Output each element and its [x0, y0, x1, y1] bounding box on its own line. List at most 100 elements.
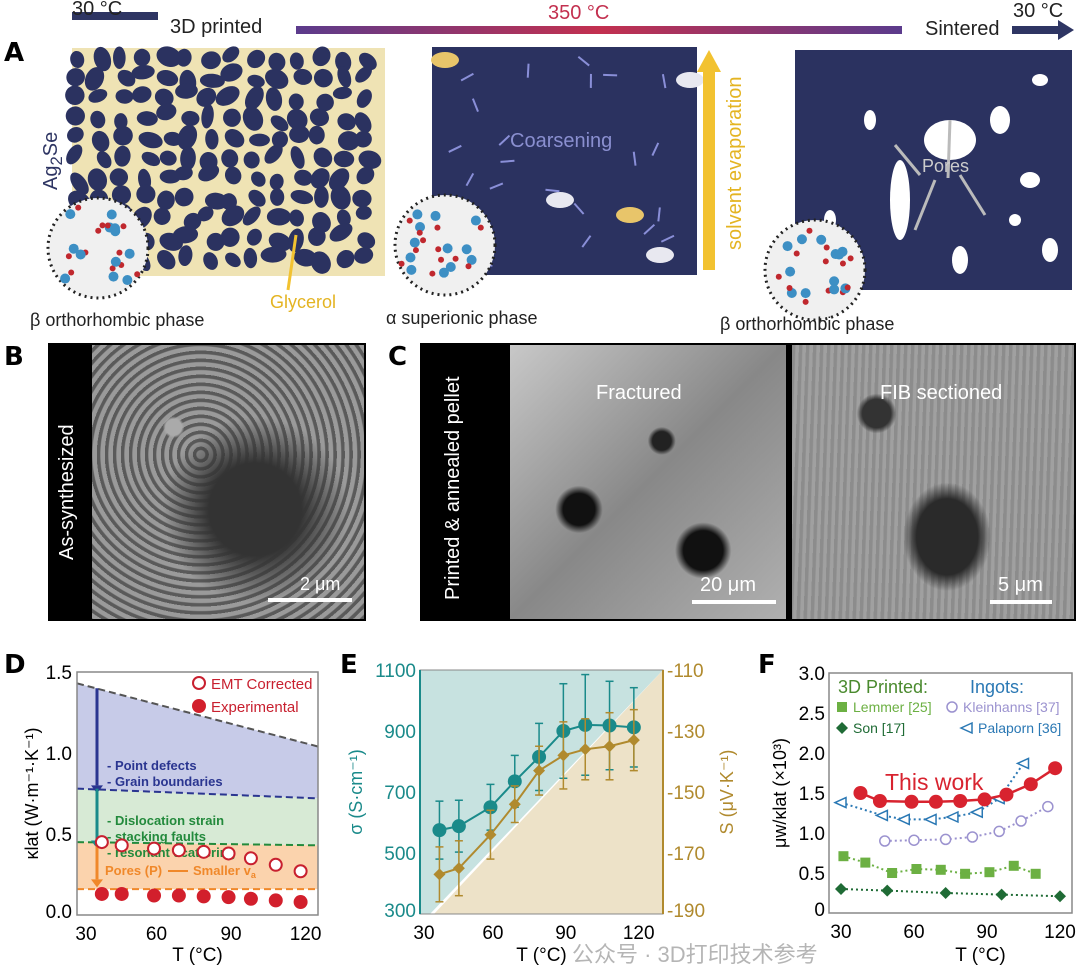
particle [290, 190, 314, 205]
scale-bar-c1 [692, 600, 776, 604]
legend-marker [837, 702, 847, 712]
particle [117, 69, 136, 87]
se-atom [68, 243, 79, 254]
panel-label-d: D [4, 650, 26, 680]
particle [197, 206, 214, 222]
y-tick-label-right: -170 [667, 844, 705, 865]
data-point [860, 857, 871, 868]
data-point [908, 834, 920, 846]
scale-bar-b [268, 598, 352, 602]
y-tick-label: 0.5 [799, 864, 825, 885]
particle [136, 111, 158, 126]
data-point-emt [171, 843, 186, 858]
particle [181, 110, 200, 127]
flow-arrow-icon [643, 223, 656, 235]
annotation: - Grain boundaries [107, 774, 223, 789]
pore [1020, 172, 1040, 188]
coarsening-label: Coarsening [510, 130, 613, 152]
x-tick-label: 90 [976, 922, 997, 943]
data-point [953, 794, 968, 808]
data-point [984, 867, 995, 878]
arrowhead-icon [91, 879, 103, 888]
particle [268, 232, 292, 252]
flow-arrow-icon [661, 74, 667, 89]
x-tick-label: 120 [623, 923, 655, 944]
data-point [432, 823, 447, 838]
particle [114, 145, 131, 167]
y-tick-label-right: -110 [667, 661, 704, 682]
particle [358, 52, 377, 71]
data-point [533, 764, 546, 777]
x-tick-label: 60 [146, 924, 167, 945]
data-point [579, 743, 592, 756]
data-point [603, 740, 616, 753]
particle [294, 169, 313, 186]
sem-image-fib-sectioned [792, 345, 1074, 619]
particle [336, 249, 355, 269]
data-point [1008, 860, 1019, 871]
ag-atom [398, 260, 405, 267]
flow-arrow-icon [489, 182, 504, 190]
se-atom [461, 244, 472, 255]
data-point [557, 749, 570, 762]
particle [289, 125, 310, 143]
particle [114, 113, 128, 130]
particle [180, 146, 196, 171]
data-point [969, 806, 984, 819]
ag-atom [116, 249, 123, 256]
flow-arrow-icon [632, 151, 637, 166]
legend-marker [959, 721, 973, 735]
data-point [872, 794, 887, 808]
particle [201, 104, 214, 129]
scattering-band [77, 788, 318, 846]
particle [286, 108, 308, 130]
watermark: 公众号 · 3D打印技术参考 [572, 942, 818, 967]
data-point-emt [94, 835, 109, 850]
particle [314, 186, 329, 208]
se-atom [106, 209, 117, 220]
flow-arrow-icon [500, 159, 515, 163]
sigma-region [420, 670, 663, 914]
subscript: a [251, 870, 257, 880]
se-atom [412, 209, 423, 220]
particle [288, 93, 304, 110]
data-point [452, 862, 465, 875]
stage-3d-printed: 3D printed [170, 16, 263, 38]
data-point [838, 851, 849, 862]
flow-arrow-icon [573, 202, 585, 215]
se-atom [782, 241, 793, 252]
y-tick-label: 2.0 [799, 744, 825, 765]
particle [316, 93, 334, 112]
ag-atom [429, 270, 436, 277]
y-tick-label-right: -130 [667, 722, 705, 743]
particle [308, 125, 325, 145]
legend-label: Experimental [211, 699, 299, 716]
particle [313, 68, 333, 88]
phase-label-3: β orthorhombic phase [720, 314, 895, 334]
se-atom [470, 215, 481, 226]
particle [221, 205, 245, 227]
particle [136, 184, 156, 204]
ag-atom [806, 227, 813, 234]
data-point-experimental [171, 888, 186, 903]
data-point [960, 868, 971, 879]
particle [242, 206, 261, 226]
x-tick-label: 120 [1044, 922, 1076, 943]
y-axis-label: κlat (W·m⁻¹·K⁻¹) [22, 728, 42, 860]
particle [65, 106, 85, 126]
data-point [928, 794, 943, 809]
particle [355, 205, 372, 220]
particle [357, 232, 376, 249]
se-atom [409, 237, 420, 248]
data-point [507, 774, 522, 789]
particle [156, 103, 177, 121]
ag-atom [793, 250, 800, 257]
particle [157, 190, 175, 210]
particle [115, 89, 134, 104]
particle [70, 172, 89, 195]
particle [220, 227, 240, 247]
data-point [1015, 815, 1027, 827]
scattering-band [77, 683, 318, 799]
legend-label: Son [17] [853, 720, 905, 736]
panel-label-a: A [4, 38, 25, 68]
